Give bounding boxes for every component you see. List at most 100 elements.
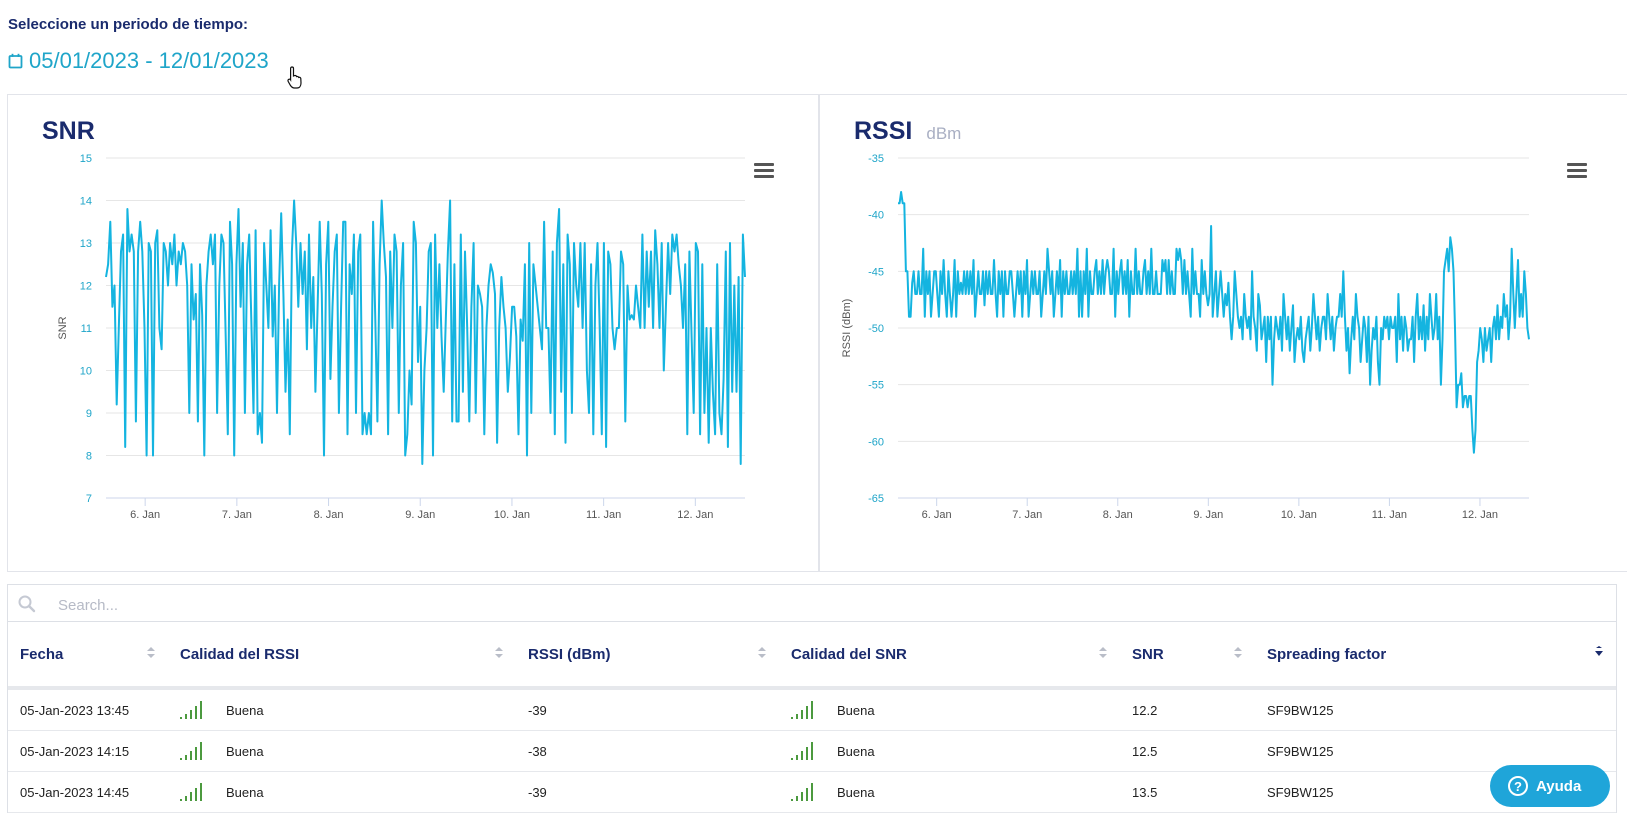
table-cell-snr-quality: Buena <box>779 772 1120 812</box>
hamburger-menu-icon <box>754 163 774 166</box>
quality-label: Buena <box>226 784 264 800</box>
snr-x-tick-label: 11. Jan <box>586 509 621 521</box>
table-cell-snr: 13.5 <box>1132 784 1158 800</box>
table-cell-snr-quality: Buena <box>779 731 1120 771</box>
rssi-x-tick-label: 6. Jan <box>922 509 952 521</box>
sort-arrows-icon[interactable] <box>1233 646 1243 660</box>
snr-y-tick-label: 11 <box>81 323 92 335</box>
table-cell-snr: 12.5 <box>1132 743 1158 759</box>
search-icon <box>18 595 36 613</box>
snr-y-tick-label: 13 <box>80 238 92 250</box>
column-header[interactable]: Calidad del SNR <box>779 622 1120 686</box>
table-cell-snr: 12.2 <box>1132 702 1158 718</box>
signal-bars-icon <box>791 742 813 760</box>
rssi-x-tick-label: 7. Jan <box>1012 509 1042 521</box>
column-header[interactable]: Fecha <box>8 622 168 686</box>
quality-label: Buena <box>226 702 264 718</box>
table-cell-sf: SF9BW125 <box>1267 743 1334 759</box>
column-header[interactable]: SNR <box>1120 622 1255 686</box>
column-header-label: Fecha <box>20 645 64 663</box>
snr-series-line <box>105 199 746 465</box>
table-cell-fecha: 05-Jan-2023 14:15 <box>20 743 130 759</box>
table-cell-rssi: -38 <box>528 743 547 759</box>
snr-chart-menu-button[interactable] <box>754 163 774 179</box>
date-range-picker[interactable]: 05/01/2023 - 12/01/2023 <box>8 46 269 76</box>
signal-bars-icon <box>791 783 813 801</box>
menu-bar <box>1567 175 1587 178</box>
snr-y-tick-label: 10 <box>80 366 92 378</box>
sort-arrows-icon[interactable] <box>146 646 156 660</box>
quality-label: Buena <box>837 784 875 800</box>
column-header[interactable]: RSSI (dBm) <box>516 622 779 686</box>
table-cell-fecha: 05-Jan-2023 14:45 <box>20 784 130 800</box>
quality-label: Buena <box>837 743 875 759</box>
snr-y-tick-label: 7 <box>86 493 92 505</box>
table-cell-rssi-quality: Buena <box>168 731 516 771</box>
signal-bars-icon <box>180 742 202 760</box>
column-header[interactable]: Spreading factor <box>1255 622 1616 686</box>
search-input[interactable] <box>56 591 1560 619</box>
snr-x-tick-label: 10. Jan <box>494 509 530 521</box>
table-header: Fecha Calidad del RSSI RSSI (dBm) Calidad d… <box>8 622 1616 690</box>
rssi-x-tick-label: 11. Jan <box>1372 509 1407 521</box>
table-cell-sf: SF9BW125 <box>1267 702 1334 718</box>
table-cell-rssi: -39 <box>528 784 547 800</box>
snr-y-axis-title: SNR <box>57 316 69 339</box>
sort-arrows-icon[interactable] <box>757 646 767 660</box>
rssi-y-tick-label: -50 <box>868 323 884 335</box>
period-label: Seleccione un periodo de tiempo: <box>8 16 249 33</box>
rssi-y-tick-label: -35 <box>868 153 884 165</box>
column-header-label: SNR <box>1132 645 1164 663</box>
snr-x-tick-label: 7. Jan <box>222 509 252 521</box>
table-row[interactable]: 05-Jan-2023 14:15 Buena -38 Buena 12.5 SF9BW1… <box>8 731 1616 772</box>
rssi-chart-title: RSSI dBm <box>854 117 961 146</box>
search-bar <box>7 584 1617 622</box>
rssi-chart-menu-button[interactable] <box>1567 163 1587 179</box>
rssi-x-tick-label: 9. Jan <box>1193 509 1223 521</box>
snr-title-text: SNR <box>42 117 95 145</box>
rssi-y-tick-label: -60 <box>868 436 884 448</box>
sort-arrows-icon[interactable] <box>1098 646 1108 660</box>
rssi-unit-text: dBm <box>926 124 962 143</box>
rssi-series-line <box>898 191 1530 454</box>
snr-x-tick-label: 8. Jan <box>314 509 344 521</box>
rssi-y-tick-label: -40 <box>868 210 884 222</box>
column-header[interactable]: Calidad del RSSI <box>168 622 516 686</box>
column-header-label: Spreading factor <box>1267 645 1387 663</box>
snr-y-tick-label: 15 <box>80 153 92 165</box>
snr-chart-title: SNR <box>42 117 95 146</box>
rssi-y-axis-title: RSSI (dBm) <box>841 299 853 358</box>
measurements-table: Fecha Calidad del RSSI RSSI (dBm) Calidad d… <box>7 622 1617 813</box>
column-header-label: RSSI (dBm) <box>528 645 611 663</box>
rssi-x-tick-label: 10. Jan <box>1281 509 1317 521</box>
hamburger-menu-icon <box>1567 163 1587 166</box>
quality-label: Buena <box>226 743 264 759</box>
help-button[interactable]: ? Ayuda <box>1490 765 1610 807</box>
rssi-chart-panel: RSSI dBm -35 -40 -45 -50 -55 -60 -65 6. Jan 7. J… <box>819 94 1627 572</box>
table-row[interactable]: 05-Jan-2023 13:45 Buena -39 Buena 12.2 SF9BW1… <box>8 690 1616 731</box>
snr-y-tick-label: 8 <box>86 451 92 463</box>
date-range-text[interactable]: 05/01/2023 - 12/01/2023 <box>29 48 269 73</box>
column-header-label: Calidad del SNR <box>791 645 907 663</box>
menu-bar <box>754 175 774 178</box>
snr-y-tick-label: 12 <box>80 281 92 293</box>
signal-bars-icon <box>791 701 813 719</box>
table-cell-fecha: 05-Jan-2023 13:45 <box>20 702 130 718</box>
table-body: 05-Jan-2023 13:45 Buena -39 Buena 12.2 SF9BW1… <box>8 690 1616 813</box>
sort-arrows-icon[interactable] <box>1594 646 1604 660</box>
sort-arrows-icon[interactable] <box>494 646 504 660</box>
snr-y-tick-label: 9 <box>86 408 92 420</box>
table-cell-rssi-quality: Buena <box>168 690 516 730</box>
rssi-title-text: RSSI <box>854 117 913 145</box>
table-cell-rssi-quality: Buena <box>168 772 516 812</box>
rssi-y-tick-label: -45 <box>868 266 884 278</box>
help-label: Ayuda <box>1536 777 1582 795</box>
snr-x-tick-label: 9. Jan <box>405 509 435 521</box>
snr-y-tick-label: 14 <box>80 196 92 208</box>
table-row[interactable]: 05-Jan-2023 14:45 Buena -39 Buena 13.5 SF9BW1… <box>8 772 1616 813</box>
snr-chart: 15 14 13 12 11 10 9 8 7 6. Jan 7. Jan 8. Jan 9. Jan 1… <box>57 153 746 521</box>
signal-bars-icon <box>180 701 202 719</box>
column-header-label: Calidad del RSSI <box>180 645 300 663</box>
snr-x-tick-label: 6. Jan <box>130 509 160 521</box>
rssi-y-tick-label: -65 <box>868 493 884 505</box>
